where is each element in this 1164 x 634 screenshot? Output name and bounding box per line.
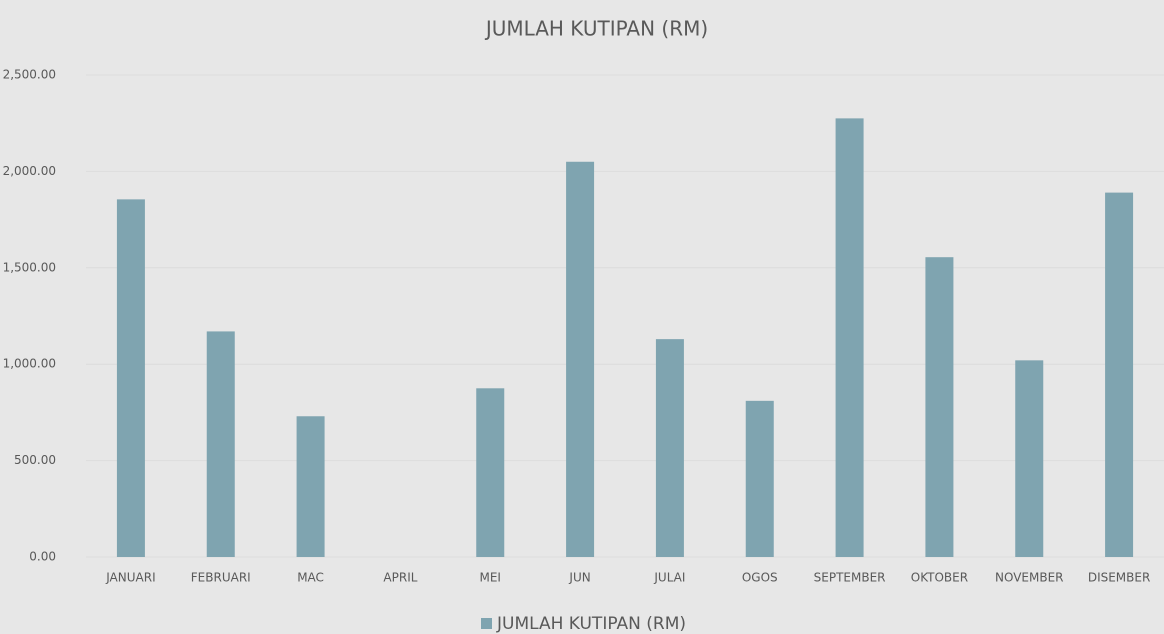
x-tick-label: JUN bbox=[568, 571, 590, 585]
bar bbox=[206, 331, 235, 557]
y-tick-label: 500.00 bbox=[14, 453, 56, 467]
bar bbox=[566, 161, 595, 557]
bar bbox=[655, 339, 684, 557]
bar bbox=[1015, 360, 1044, 557]
legend-label: JUMLAH KUTIPAN (RM) bbox=[496, 614, 686, 634]
y-tick-label: 2,500.00 bbox=[3, 68, 56, 82]
legend-swatch bbox=[481, 618, 492, 629]
chart-title: JUMLAH KUTIPAN (RM) bbox=[484, 17, 708, 41]
x-tick-label: JULAI bbox=[653, 571, 685, 585]
bar bbox=[1105, 192, 1134, 557]
x-tick-label: JANUARI bbox=[105, 571, 155, 585]
x-tick-label: MEI bbox=[480, 571, 501, 585]
x-tick-label: SEPTEMBER bbox=[814, 571, 886, 585]
x-tick-label: NOVEMBER bbox=[995, 571, 1064, 585]
x-tick-label: FEBRUARI bbox=[191, 571, 251, 585]
x-tick-label: DISEMBER bbox=[1088, 571, 1150, 585]
bar bbox=[116, 199, 145, 557]
x-tick-label: OGOS bbox=[742, 571, 778, 585]
bar bbox=[476, 388, 505, 557]
bar bbox=[296, 416, 325, 557]
x-tick-label: MAC bbox=[297, 571, 324, 585]
bar bbox=[835, 118, 864, 557]
bar bbox=[745, 400, 774, 557]
y-tick-label: 1,500.00 bbox=[3, 260, 56, 274]
x-tick-label: APRIL bbox=[383, 571, 417, 585]
y-tick-label: 0.00 bbox=[29, 550, 56, 564]
bar bbox=[925, 257, 954, 557]
y-tick-label: 1,000.00 bbox=[3, 357, 56, 371]
x-tick-label: OKTOBER bbox=[911, 571, 968, 585]
y-tick-label: 2,000.00 bbox=[3, 164, 56, 178]
